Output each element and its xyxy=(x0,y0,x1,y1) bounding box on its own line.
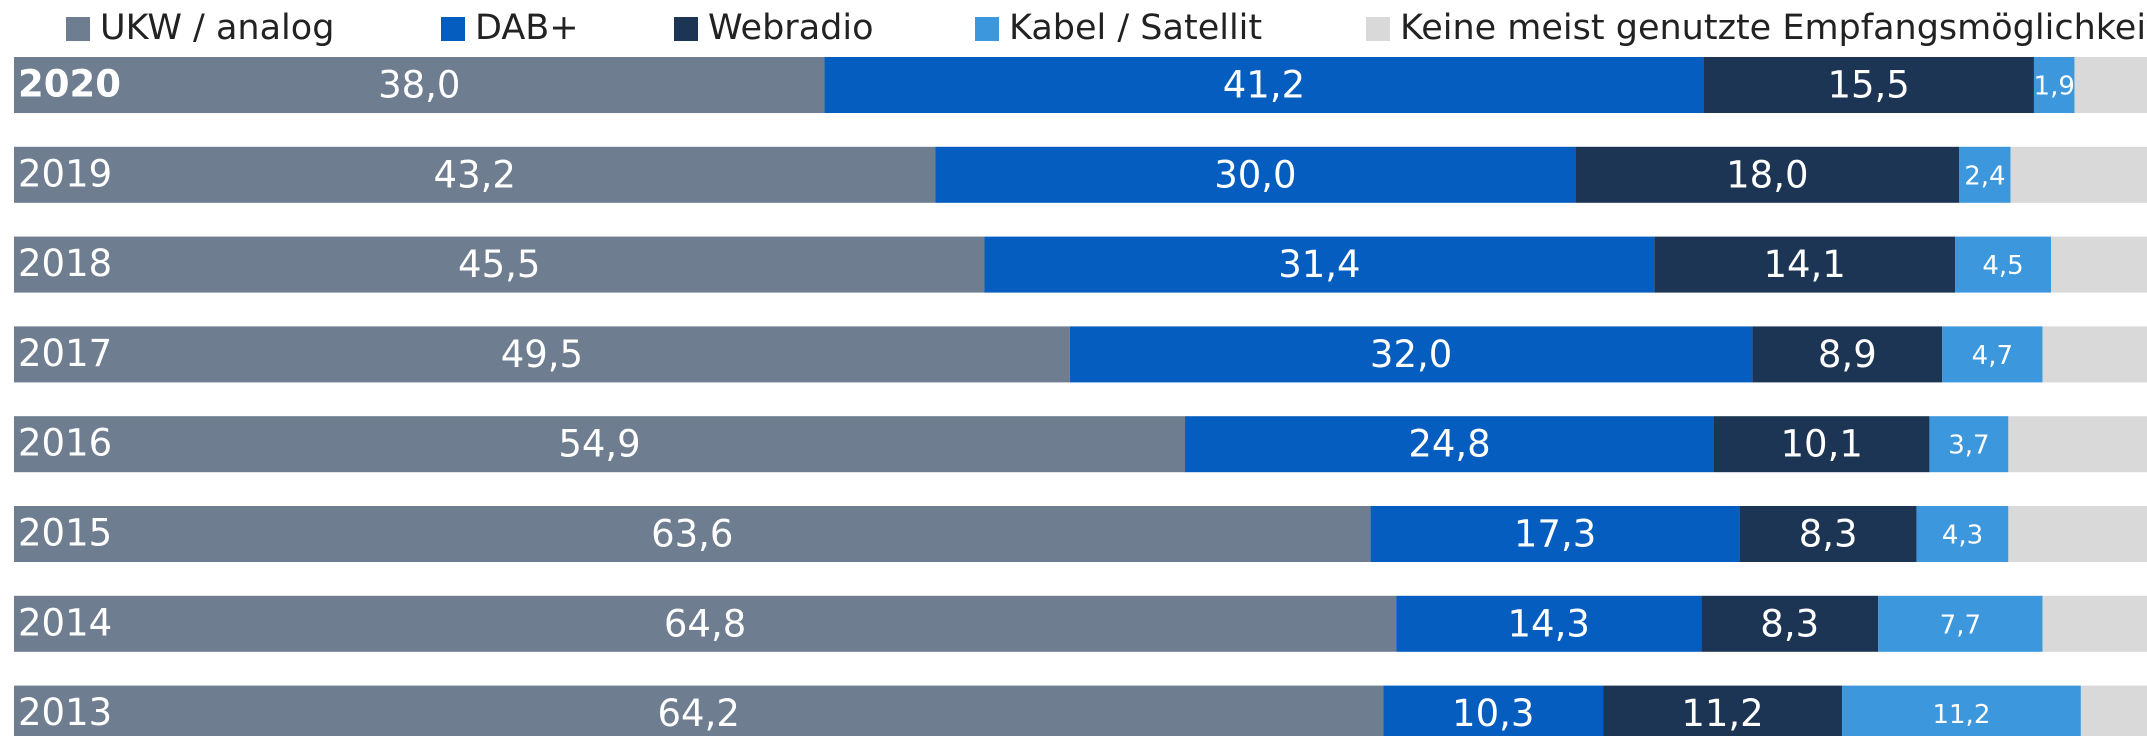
y-tick-label: 2020 xyxy=(18,63,121,106)
data-label: 49,5 xyxy=(501,333,583,376)
y-tick-label: 2018 xyxy=(18,242,112,285)
data-label: 11,2 xyxy=(1932,700,1990,730)
data-label: 63,6 xyxy=(651,513,733,556)
y-tick-label: 2014 xyxy=(18,601,112,644)
data-label: 4,3 xyxy=(1942,521,1983,551)
bar-segment xyxy=(1929,416,2009,473)
bar-segment xyxy=(2042,326,2147,383)
data-label: 32,0 xyxy=(1370,333,1452,376)
bar-segment xyxy=(824,57,1704,113)
data-label: 4,5 xyxy=(1982,251,2023,281)
bar-segment xyxy=(14,685,1384,736)
legend-label: Webradio xyxy=(708,8,874,48)
bar-segment xyxy=(1878,595,2043,652)
data-label: 2,4 xyxy=(1964,161,2005,191)
data-label: 43,2 xyxy=(434,153,516,196)
bar-segment xyxy=(2008,416,2147,473)
bar-segment xyxy=(2010,146,2147,203)
y-tick-label: 2017 xyxy=(18,332,112,375)
bar-segment xyxy=(1701,595,1879,652)
bar-segment xyxy=(1703,57,2034,113)
data-label: 3,7 xyxy=(1948,431,1989,461)
data-label: 17,3 xyxy=(1514,513,1596,556)
bar-segment xyxy=(1942,326,2043,383)
bar-segment xyxy=(1739,506,1917,562)
bar-segment xyxy=(1714,416,1930,473)
data-label: 8,9 xyxy=(1818,333,1877,376)
bar-segment xyxy=(1955,236,2052,293)
bar-segment xyxy=(14,57,825,113)
bar-segment xyxy=(1575,146,1960,203)
data-label: 15,5 xyxy=(1827,64,1909,107)
y-tick-label: 2019 xyxy=(18,152,112,195)
bar-segment xyxy=(1752,326,1943,383)
bar-segment xyxy=(1370,506,1740,562)
data-label: 1,9 xyxy=(2034,72,2075,102)
bar-segment xyxy=(2080,685,2147,736)
bar-segment xyxy=(1916,506,2009,562)
legend-label: Kabel / Satellit xyxy=(1009,8,1262,48)
y-tick-label: 2015 xyxy=(18,512,112,555)
bar-segment xyxy=(1654,236,1956,293)
data-label: 14,3 xyxy=(1507,602,1589,645)
bar-segment xyxy=(1603,685,1842,736)
bar-segment xyxy=(1841,685,2081,736)
legend-label: Keine meist genutzte Empfangsmöglichkeit xyxy=(1400,8,2147,48)
data-label: 24,8 xyxy=(1408,423,1490,466)
bar-segment xyxy=(935,146,1576,203)
bar-segment xyxy=(14,416,1186,473)
y-tick-label: 2013 xyxy=(18,691,112,734)
data-label: 10,1 xyxy=(1781,423,1863,466)
data-label: 7,7 xyxy=(1940,610,1981,640)
bar-segment xyxy=(14,595,1397,652)
bar-segment xyxy=(2033,57,2075,113)
legend-label: UKW / analog xyxy=(100,8,334,48)
bar-segment xyxy=(14,506,1371,562)
data-label: 11,2 xyxy=(1681,692,1763,735)
bar-segment xyxy=(14,326,1070,383)
bar-segment xyxy=(2042,595,2147,652)
data-label: 54,9 xyxy=(558,423,640,466)
bar-segment xyxy=(1185,416,1715,473)
bar-segment xyxy=(14,146,936,203)
legend-label: DAB+ xyxy=(475,8,579,48)
bar-segment xyxy=(1069,326,1753,383)
data-label: 18,0 xyxy=(1726,153,1808,196)
data-label: 64,2 xyxy=(657,692,739,735)
data-label: 8,3 xyxy=(1760,602,1819,645)
bar-segment xyxy=(2074,57,2147,113)
bar-segment xyxy=(2051,236,2147,293)
data-label: 38,0 xyxy=(378,64,460,107)
data-label: 41,2 xyxy=(1223,64,1305,107)
data-label: 4,7 xyxy=(1972,341,2013,371)
y-tick-label: 2016 xyxy=(18,422,112,465)
data-label: 14,1 xyxy=(1763,243,1845,286)
data-label: 30,0 xyxy=(1214,153,1296,196)
bar-segment xyxy=(1959,146,2011,203)
data-label: 31,4 xyxy=(1278,243,1360,286)
bar-segment xyxy=(984,236,1655,293)
legend-swatch xyxy=(674,17,698,41)
bar-segment xyxy=(14,236,985,293)
data-label: 45,5 xyxy=(458,243,540,286)
legend-swatch xyxy=(441,17,465,41)
data-label: 64,8 xyxy=(664,602,746,645)
legend-swatch xyxy=(975,17,999,41)
bar-segment xyxy=(1396,595,1702,652)
legend-swatch xyxy=(66,17,90,41)
bar-segment xyxy=(2008,506,2147,562)
data-label: 10,3 xyxy=(1452,692,1534,735)
legend-swatch xyxy=(1366,17,1390,41)
data-label: 8,3 xyxy=(1799,513,1858,556)
bar-segment xyxy=(1383,685,1604,736)
